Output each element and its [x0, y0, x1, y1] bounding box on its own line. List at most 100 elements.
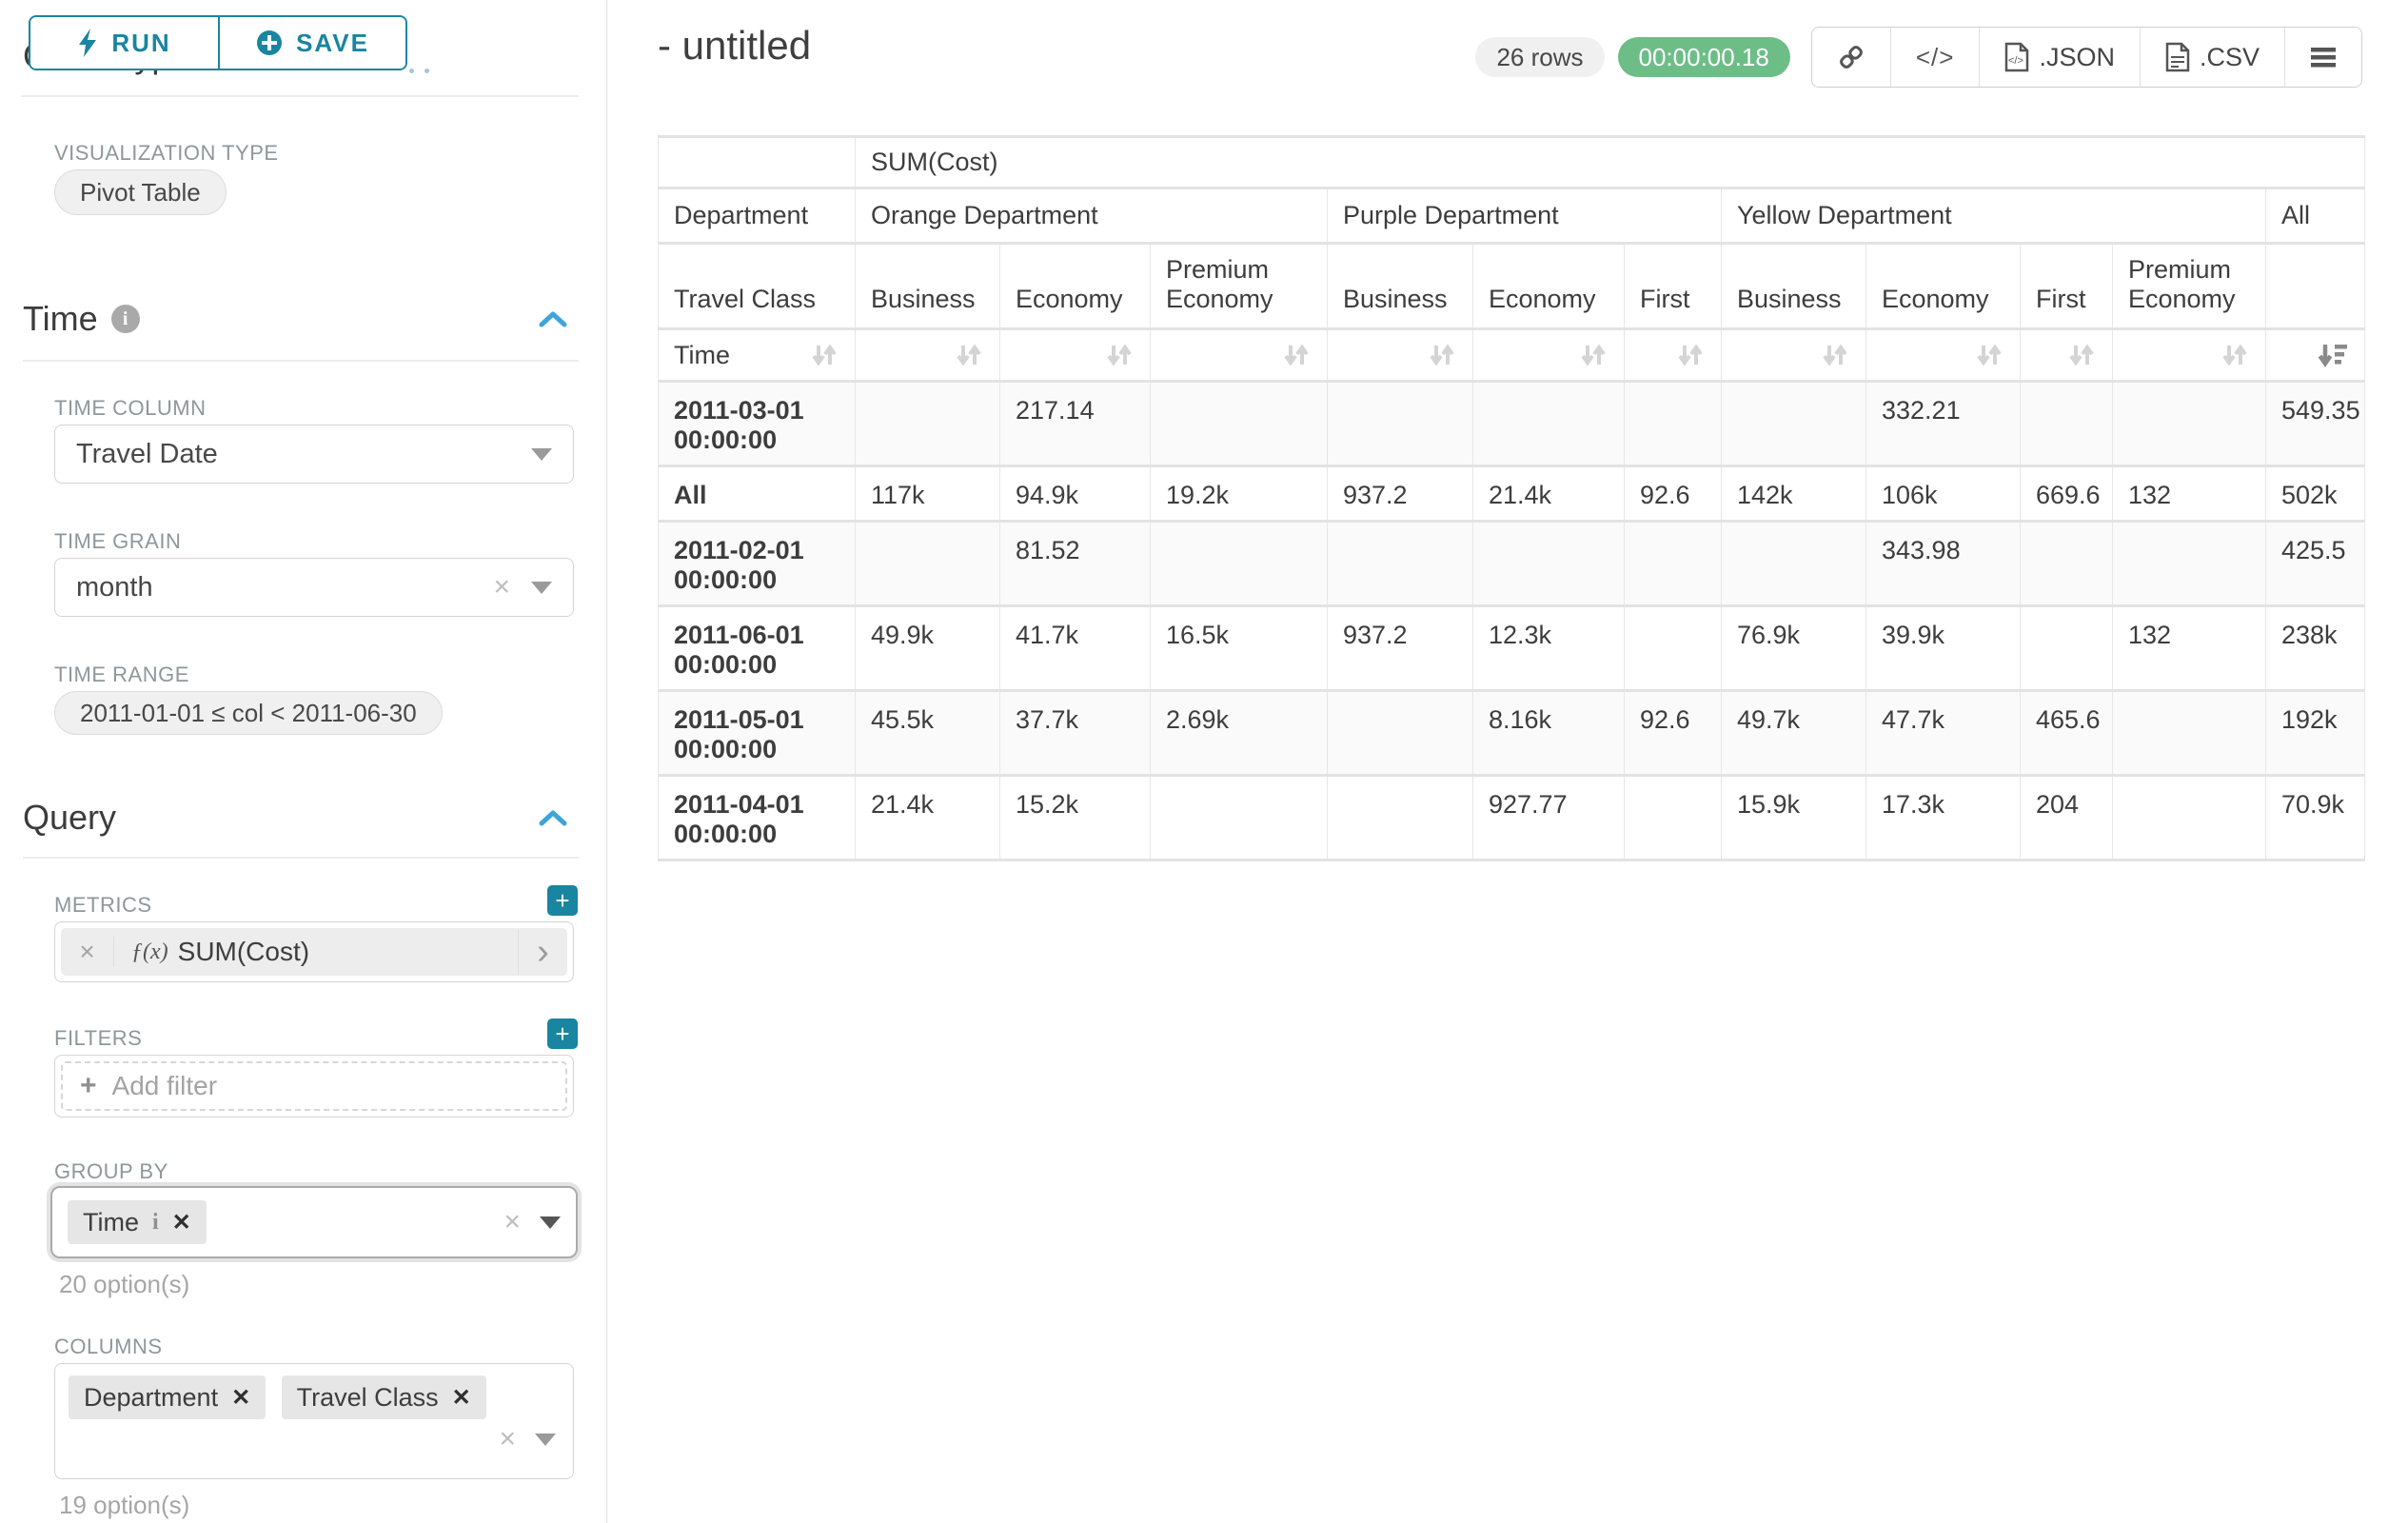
- column-sort-header[interactable]: [1150, 327, 1328, 382]
- export-json-button[interactable]: </> .JSON: [1980, 28, 2141, 87]
- value-cell: 204: [2020, 774, 2113, 861]
- column-sort-header[interactable]: [1327, 327, 1473, 382]
- pivot-class-row: Travel Class Business Economy Premium Econo…: [658, 242, 2366, 329]
- value-cell: 37.7k: [999, 689, 1151, 776]
- visualization-type-pill[interactable]: Pivot Table: [54, 169, 227, 215]
- pivot-table: SUM(Cost) Department Orange Department Purp…: [658, 135, 2366, 861]
- add-metric-button[interactable]: +: [547, 885, 578, 916]
- table-row: All 117k 94.9k 19.2k 937.2 21.4k 92.6 142k 106k 6…: [658, 465, 2366, 522]
- sort-icon: [1284, 344, 1309, 366]
- query-timer-badge: 00:00:00.18: [1617, 37, 1790, 77]
- plus-icon: +: [80, 1070, 97, 1101]
- add-filter-plus-button[interactable]: +: [547, 1019, 578, 1049]
- remove-tag-icon[interactable]: ✕: [171, 1209, 191, 1236]
- clear-icon[interactable]: ×: [493, 571, 510, 603]
- remove-tag-icon[interactable]: ✕: [451, 1384, 471, 1411]
- save-button[interactable]: SAVE: [218, 17, 405, 69]
- travel-class-header: Business: [855, 242, 1000, 329]
- query-section-header[interactable]: Query: [23, 798, 567, 838]
- row-header: 2011-02-01 00:00:00: [658, 520, 856, 606]
- chevron-down-icon: [531, 447, 552, 461]
- time-column-select[interactable]: Travel Date: [54, 425, 574, 484]
- sort-icon: [1581, 344, 1606, 366]
- value-cell: 549.35: [2264, 380, 2366, 466]
- time-sort-header[interactable]: Time: [658, 327, 856, 382]
- menu-button[interactable]: [2285, 28, 2361, 87]
- value-cell: 238k: [2264, 604, 2366, 691]
- column-sort-header[interactable]: [1624, 327, 1722, 382]
- pivot-sort-row: Time: [658, 327, 2366, 382]
- plus-circle-icon: [257, 30, 283, 55]
- row-count-badge: 26 rows: [1475, 37, 1605, 77]
- share-link-button[interactable]: [1811, 28, 1891, 87]
- bolt-icon: [79, 29, 97, 57]
- value-cell: 465.6: [2020, 689, 2113, 776]
- export-csv-button[interactable]: .CSV: [2140, 28, 2285, 87]
- divider: [21, 95, 579, 97]
- view-query-button[interactable]: </>: [1890, 28, 1981, 87]
- table-row: 2011-02-01 00:00:00 81.52 343.98 425.5: [658, 520, 2366, 606]
- time-section-header[interactable]: Time i: [23, 299, 567, 339]
- chevron-right-icon[interactable]: ›: [518, 929, 567, 975]
- remove-tag-icon[interactable]: ✕: [231, 1384, 251, 1411]
- value-cell: [1624, 604, 1722, 691]
- value-cell: 16.5k: [1150, 604, 1328, 691]
- value-cell: 92.6: [1624, 465, 1722, 522]
- value-cell: [1327, 380, 1473, 466]
- metric-pill[interactable]: × ƒ(x) SUM(Cost) ›: [61, 928, 567, 976]
- travel-class-header: Business: [1327, 242, 1473, 329]
- value-cell: 94.9k: [999, 465, 1151, 522]
- tag-label: Travel Class: [296, 1382, 439, 1412]
- value-cell: [1150, 774, 1328, 861]
- value-cell: 76.9k: [1721, 604, 1866, 691]
- value-cell: 669.6: [2020, 465, 2113, 522]
- run-button[interactable]: RUN: [30, 17, 218, 69]
- chevron-up-icon[interactable]: [539, 809, 567, 826]
- clear-icon[interactable]: ×: [503, 1206, 521, 1237]
- value-cell: 132: [2112, 465, 2266, 522]
- columns-tag: Travel Class ✕: [281, 1375, 486, 1419]
- travel-class-header: Economy: [1472, 242, 1625, 329]
- divider: [23, 360, 579, 362]
- clear-icon[interactable]: ×: [499, 1423, 516, 1454]
- all-sort-header-active[interactable]: [2264, 327, 2366, 382]
- tag-label: Department: [84, 1382, 219, 1412]
- chart-header-controls: 26 rows 00:00:00.18 </>: [1475, 27, 2362, 88]
- group-by-tag: Time i ✕: [68, 1200, 207, 1244]
- metric-header: SUM(Cost): [854, 135, 2366, 188]
- group-by-options-hint: 20 option(s): [59, 1270, 190, 1298]
- remove-metric-icon[interactable]: ×: [61, 937, 114, 967]
- code-icon: </>: [1915, 42, 1955, 71]
- chevron-up-icon[interactable]: [539, 310, 567, 327]
- csv-label: .CSV: [2199, 42, 2260, 71]
- table-row: 2011-03-01 00:00:00 217.14 332.21 549.35: [658, 380, 2366, 466]
- value-cell: [1472, 380, 1625, 466]
- chevron-down-icon: [535, 1433, 556, 1446]
- sort-icon: [812, 344, 837, 366]
- column-sort-header[interactable]: [2112, 327, 2266, 382]
- column-sort-header[interactable]: [1721, 327, 1866, 382]
- time-grain-select[interactable]: month ×: [54, 558, 574, 617]
- value-cell: 937.2: [1327, 604, 1473, 691]
- value-cell: 49.7k: [1721, 689, 1866, 776]
- value-cell: 332.21: [1865, 380, 2021, 466]
- column-sort-header[interactable]: [1865, 327, 2021, 382]
- sort-icon: [957, 344, 981, 366]
- group-by-select[interactable]: Time i ✕ ×: [50, 1186, 578, 1258]
- column-sort-header[interactable]: [999, 327, 1151, 382]
- add-filter-button[interactable]: + Add filter: [61, 1061, 567, 1111]
- column-sort-header[interactable]: [855, 327, 1000, 382]
- value-cell: [1721, 520, 1866, 606]
- columns-select[interactable]: Department ✕ Travel Class ✕ ×: [54, 1363, 574, 1479]
- department-axis-label: Department: [658, 187, 856, 244]
- chart-area: - untitled 26 rows 00:00:00.18 </>: [608, 0, 2408, 1523]
- value-cell: 12.3k: [1472, 604, 1625, 691]
- value-cell: 502k: [2264, 465, 2366, 522]
- time-range-pill[interactable]: 2011-01-01 ≤ col < 2011-06-30: [54, 691, 443, 735]
- column-sort-header[interactable]: [1472, 327, 1625, 382]
- travel-class-header: Economy: [1865, 242, 2021, 329]
- value-cell: 117k: [855, 465, 1000, 522]
- travel-class-header: First: [1624, 242, 1722, 329]
- column-sort-header[interactable]: [2020, 327, 2113, 382]
- metrics-label: METRICS: [54, 893, 152, 917]
